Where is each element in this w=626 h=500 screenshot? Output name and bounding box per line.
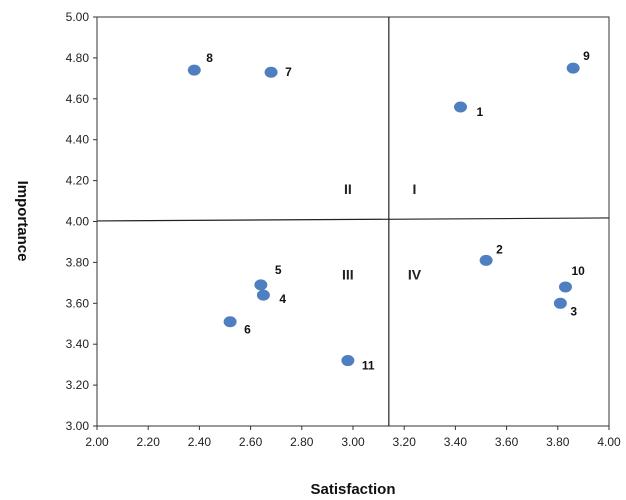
point-label: 10 xyxy=(571,264,585,278)
data-point xyxy=(479,254,493,266)
point-label: 7 xyxy=(285,65,292,79)
y-axis-ticks: 3.00 3.20 3.40 3.60 3.80 4.00 4.20 4.40 4.60 4.80… xyxy=(66,10,97,433)
quadrant-label: II xyxy=(344,181,352,197)
horizontal-divider xyxy=(96,217,610,222)
x-tick-label: 3.00 xyxy=(341,435,365,449)
x-tick-label: 2.40 xyxy=(188,435,212,449)
x-axis-title: Satisfaction xyxy=(310,481,395,498)
x-tick-label: 3.80 xyxy=(546,435,570,449)
x-tick-label: 4.00 xyxy=(597,435,621,449)
y-tick-label: 3.80 xyxy=(66,255,90,269)
y-tick-label: 4.40 xyxy=(66,133,90,147)
data-point xyxy=(553,297,567,309)
point-label: 5 xyxy=(275,263,282,277)
data-point xyxy=(254,279,268,291)
y-tick-label: 4.00 xyxy=(66,215,90,229)
quadrant-label: IV xyxy=(408,267,422,283)
x-tick-label: 3.20 xyxy=(393,435,417,449)
data-point xyxy=(223,316,237,328)
quadrant-dividers xyxy=(96,17,610,426)
data-point xyxy=(264,66,278,78)
data-point xyxy=(187,64,201,76)
data-point xyxy=(566,62,580,74)
x-tick-label: 2.20 xyxy=(137,435,161,449)
y-tick-label: 3.20 xyxy=(66,378,90,392)
y-tick-label: 5.00 xyxy=(66,10,90,24)
x-tick-label: 3.40 xyxy=(444,435,468,449)
point-label: 4 xyxy=(279,292,286,306)
point-label: 1 xyxy=(477,105,484,119)
y-tick-label: 3.40 xyxy=(66,337,90,351)
data-point xyxy=(558,281,572,293)
point-label: 6 xyxy=(244,323,251,337)
y-tick-label: 4.60 xyxy=(66,92,90,106)
y-tick-label: 4.20 xyxy=(66,174,90,188)
x-tick-label: 2.80 xyxy=(290,435,314,449)
y-tick-label: 4.80 xyxy=(66,51,90,65)
data-point xyxy=(341,355,355,367)
x-axis-ticks: 2.00 2.20 2.40 2.60 2.80 3.00 3.20 3.40 3.60 3.80… xyxy=(85,426,621,449)
y-axis-title: Importance xyxy=(14,181,31,262)
y-tick-label: 3.00 xyxy=(66,419,90,433)
x-tick-label: 3.60 xyxy=(495,435,519,449)
x-tick-label: 2.00 xyxy=(85,435,109,449)
y-tick-label: 3.60 xyxy=(66,296,90,310)
x-tick-label: 2.60 xyxy=(239,435,263,449)
point-label: 8 xyxy=(206,51,213,65)
data-points: 1 2 3 4 5 6 7 8 9 10 11 xyxy=(187,49,590,373)
quadrant-label: III xyxy=(342,267,354,283)
data-point xyxy=(454,101,468,113)
point-label: 3 xyxy=(570,304,577,318)
point-label: 2 xyxy=(496,242,503,256)
quadrant-label: I xyxy=(412,181,416,197)
point-label: 9 xyxy=(583,49,590,63)
point-label: 11 xyxy=(362,359,375,373)
data-point xyxy=(256,289,270,301)
plot-area xyxy=(96,16,610,427)
